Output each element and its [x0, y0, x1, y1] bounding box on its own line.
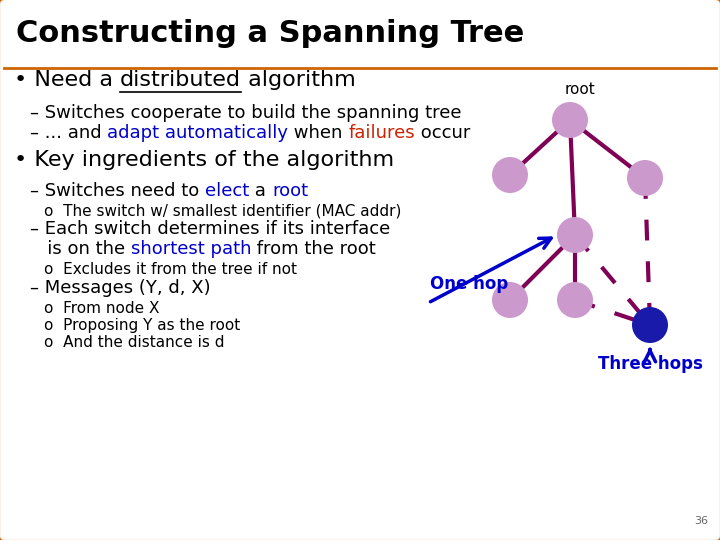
Text: shortest path: shortest path: [131, 240, 251, 258]
Text: elect: elect: [205, 182, 249, 200]
Circle shape: [492, 282, 528, 318]
Text: – Switches need to: – Switches need to: [30, 182, 205, 200]
Circle shape: [557, 217, 593, 253]
Text: distributed: distributed: [120, 70, 241, 90]
Text: a: a: [249, 182, 272, 200]
Text: Constructing a Spanning Tree: Constructing a Spanning Tree: [16, 19, 524, 49]
Text: when: when: [289, 124, 348, 142]
Text: algorithm: algorithm: [241, 70, 356, 90]
Circle shape: [632, 307, 668, 343]
Text: – ... and: – ... and: [30, 124, 107, 142]
Text: is on the: is on the: [30, 240, 131, 258]
Text: Three hops: Three hops: [598, 355, 703, 373]
Text: • Need a: • Need a: [14, 70, 120, 90]
Text: root: root: [564, 82, 595, 97]
Text: o  Proposing Y as the root: o Proposing Y as the root: [44, 318, 240, 333]
Text: root: root: [272, 182, 308, 200]
Text: – Each switch determines if its interface: – Each switch determines if its interfac…: [30, 220, 390, 238]
Text: from the root: from the root: [251, 240, 376, 258]
Circle shape: [492, 157, 528, 193]
Text: 36: 36: [694, 516, 708, 526]
Text: – Switches cooperate to build the spanning tree: – Switches cooperate to build the spanni…: [30, 104, 462, 122]
Text: o  And the distance is d: o And the distance is d: [44, 335, 225, 350]
Text: One hop: One hop: [430, 275, 508, 293]
Text: failures: failures: [348, 124, 415, 142]
Text: o  From node X: o From node X: [44, 301, 160, 316]
Circle shape: [552, 102, 588, 138]
FancyBboxPatch shape: [4, 0, 716, 68]
Text: o  Excludes it from the tree if not: o Excludes it from the tree if not: [44, 262, 297, 277]
Text: occur: occur: [415, 124, 470, 142]
Text: – Messages (Y, d, X): – Messages (Y, d, X): [30, 279, 211, 297]
Circle shape: [557, 282, 593, 318]
Text: • Key ingredients of the algorithm: • Key ingredients of the algorithm: [14, 150, 394, 170]
Text: o  The switch w/ smallest identifier (MAC addr): o The switch w/ smallest identifier (MAC…: [44, 203, 401, 218]
Text: adapt automatically: adapt automatically: [107, 124, 289, 142]
Circle shape: [627, 160, 663, 196]
